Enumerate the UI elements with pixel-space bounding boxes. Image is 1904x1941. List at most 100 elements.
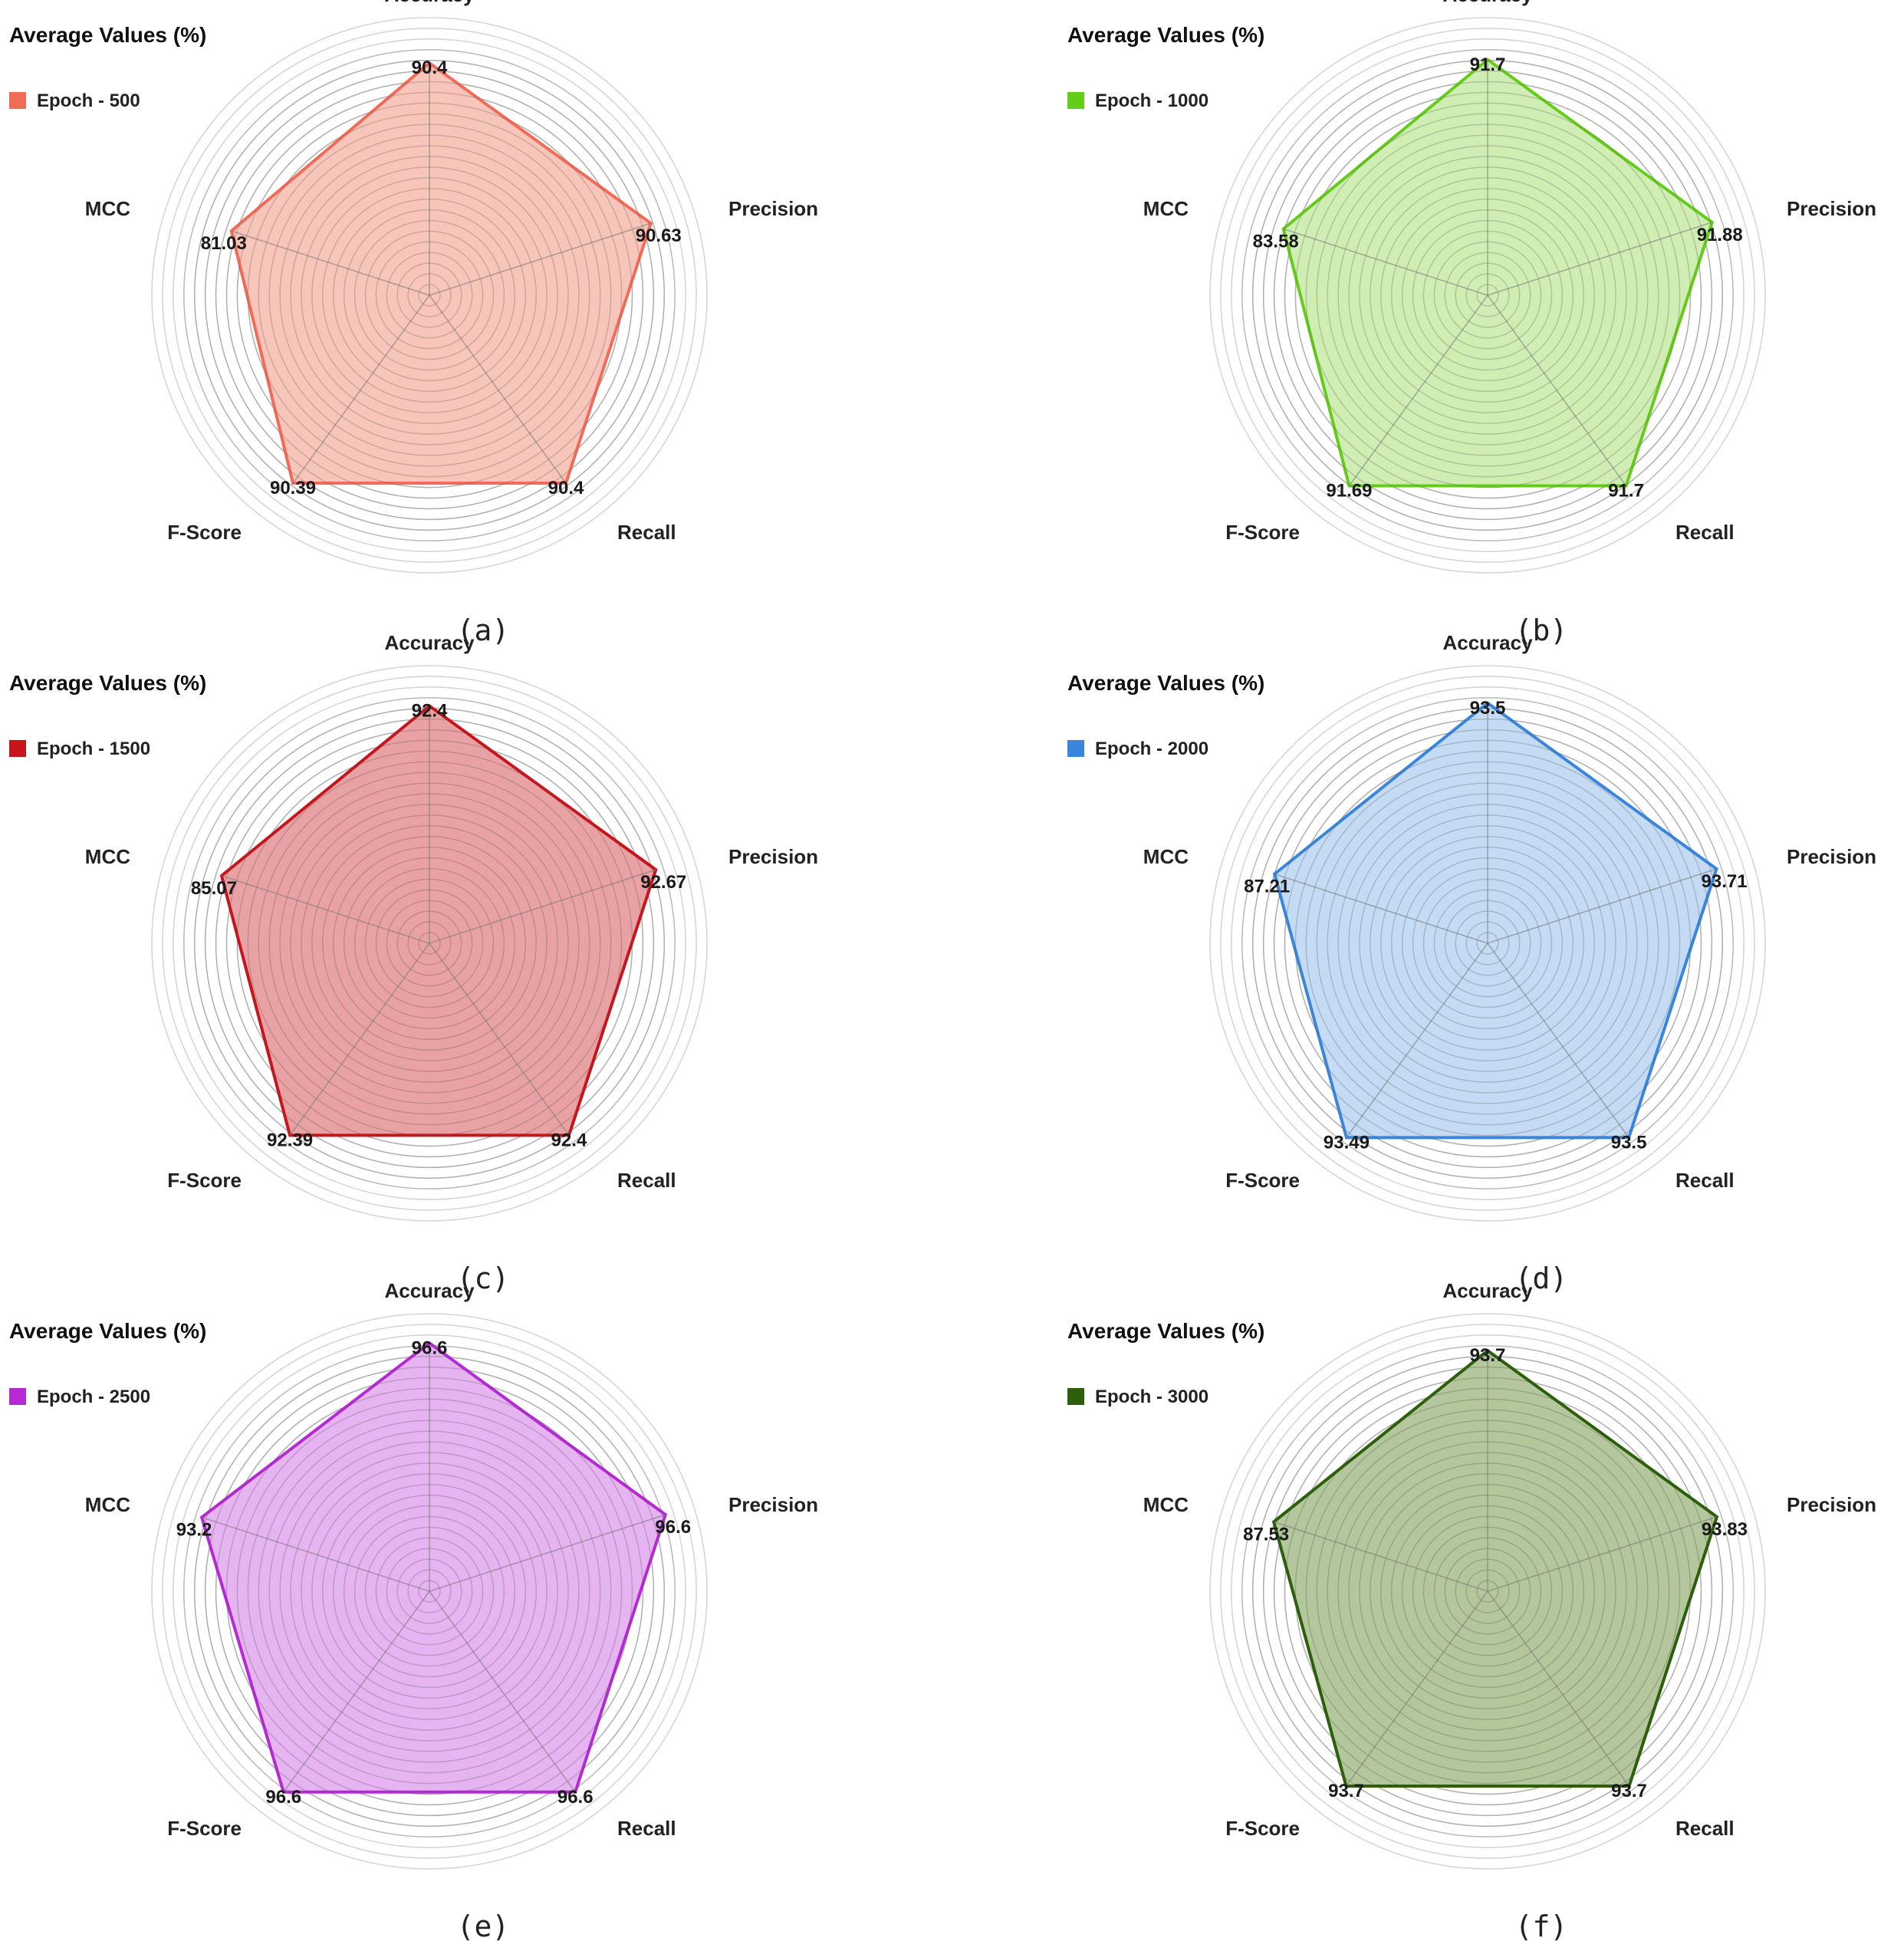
value-label-precision: 96.6 (655, 1517, 691, 1538)
axis-spoke (289, 943, 430, 1136)
axis-label-recall: Recall (1675, 1169, 1735, 1192)
value-label-f-score: 96.6 (265, 1787, 301, 1808)
axis-label-recall: Recall (617, 521, 676, 544)
legend-swatch (1067, 740, 1084, 757)
series-polygon (229, 61, 653, 485)
panel-label: (d) (1515, 1262, 1568, 1295)
panel-label: (a) (457, 614, 510, 647)
axis-spoke (1487, 1516, 1718, 1592)
axis-spoke (429, 294, 567, 484)
axis-label-f-score: F-Score (1225, 1169, 1300, 1192)
axis-spoke (429, 1591, 576, 1793)
grid-ring (183, 48, 676, 542)
axis-spoke (1487, 222, 1712, 296)
grid-ring (173, 38, 686, 552)
legend-swatch (1067, 92, 1084, 109)
grid-ring (1209, 1313, 1766, 1870)
series-polygon (1281, 58, 1715, 488)
panel-label: (f) (1515, 1910, 1568, 1941)
axis-spoke (1487, 868, 1717, 944)
axis-label-mcc: MCC (85, 845, 130, 868)
value-label-recall: 91.7 (1608, 481, 1644, 502)
value-label-recall: 93.5 (1611, 1132, 1647, 1153)
axis-spoke (283, 1591, 430, 1793)
axis-label-accuracy: Accuracy (384, 1279, 475, 1302)
axis-label-f-score: F-Score (1225, 521, 1300, 544)
axis-spoke (1273, 1521, 1488, 1592)
grid-ring (1231, 38, 1745, 552)
grid-ring (1241, 48, 1735, 542)
axis-label-recall: Recall (1675, 521, 1735, 544)
axis-label-precision: Precision (728, 1493, 818, 1516)
chart-title: Average Values (%) (9, 23, 206, 47)
chart-title: Average Values (%) (1067, 1319, 1264, 1343)
axis-label-precision: Precision (1787, 845, 1876, 868)
value-label-precision: 93.71 (1702, 871, 1748, 892)
value-label-mcc: 83.58 (1253, 231, 1299, 252)
legend-swatch (9, 92, 26, 109)
value-label-f-score: 92.39 (267, 1130, 313, 1150)
legend-swatch (1067, 1388, 1084, 1405)
grid-ring (1220, 676, 1755, 1211)
axis-spoke (292, 294, 430, 484)
axis-spoke (1345, 1591, 1488, 1787)
axis-label-f-score: F-Score (167, 1169, 242, 1192)
axis-label-mcc: MCC (85, 197, 130, 220)
legend-label: Epoch - 2500 (37, 1387, 150, 1407)
axis-spoke (429, 943, 570, 1136)
value-label-accuracy: 96.6 (412, 1337, 448, 1358)
axis-spoke (1348, 294, 1488, 486)
value-label-precision: 91.88 (1697, 225, 1743, 245)
grid-ring (1231, 1334, 1745, 1848)
axis-spoke (429, 869, 656, 944)
value-label-mcc: 85.07 (191, 878, 237, 899)
grid-ring (1209, 17, 1766, 574)
axis-spoke (1487, 294, 1627, 486)
axis-label-mcc: MCC (1143, 845, 1189, 868)
axis-label-precision: Precision (728, 197, 818, 220)
radar-panel-f: Accuracy Precision Recall F-Score MCC 93.7 93.… (1067, 1279, 1876, 1941)
axis-label-accuracy: Accuracy (384, 631, 475, 654)
value-label-accuracy: 91.7 (1470, 54, 1506, 75)
grid-ring (1220, 1324, 1755, 1859)
legend-label: Epoch - 3000 (1095, 1387, 1208, 1407)
panel-label: (c) (457, 1262, 510, 1295)
radar-panel-d: Accuracy Precision Recall F-Score MCC 93.5 93.… (1067, 631, 1876, 1295)
grid-ring (183, 696, 676, 1190)
radar-panel-c: Accuracy Precision Recall F-Score MCC 92.4 92.… (9, 631, 818, 1295)
panel-label: (b) (1515, 614, 1568, 647)
grid-ring (1241, 697, 1734, 1189)
legend-label: Epoch - 1500 (37, 739, 150, 759)
axis-label-accuracy: Accuracy (1442, 1279, 1533, 1302)
grid-ring (183, 697, 676, 1189)
axis-spoke (201, 1516, 430, 1592)
value-label-precision: 90.63 (636, 225, 682, 246)
axis-spoke (1346, 943, 1488, 1138)
value-label-f-score: 91.69 (1326, 480, 1372, 501)
series-polygon (1272, 701, 1718, 1140)
axis-label-precision: Precision (728, 845, 818, 868)
legend-label: Epoch - 1000 (1095, 90, 1208, 111)
radar-panel-a: Accuracy Precision Recall F-Score MCC 90.4 90.… (9, 0, 818, 647)
chart-title: Average Values (%) (9, 671, 206, 695)
value-label-recall: 92.4 (551, 1130, 587, 1150)
axis-label-f-score: F-Score (167, 521, 242, 544)
axis-label-recall: Recall (617, 1169, 676, 1192)
legend-swatch (9, 740, 26, 757)
axis-label-accuracy: Accuracy (384, 0, 475, 6)
grid-ring (183, 49, 676, 541)
axis-spoke (429, 1514, 666, 1592)
axis-label-mcc: MCC (1143, 197, 1189, 220)
value-label-f-score: 93.7 (1328, 1781, 1364, 1801)
grid-ring (151, 1313, 708, 1870)
grid-ring (1209, 665, 1766, 1222)
value-label-accuracy: 92.4 (412, 700, 448, 721)
axis-spoke (1283, 228, 1488, 296)
legend-swatch (9, 1388, 26, 1405)
series-polygon (199, 1341, 668, 1794)
chart-title: Average Values (%) (1067, 671, 1264, 695)
axis-spoke (429, 222, 651, 296)
grid-ring (1241, 1344, 1735, 1838)
value-label-recall: 96.6 (557, 1787, 594, 1808)
